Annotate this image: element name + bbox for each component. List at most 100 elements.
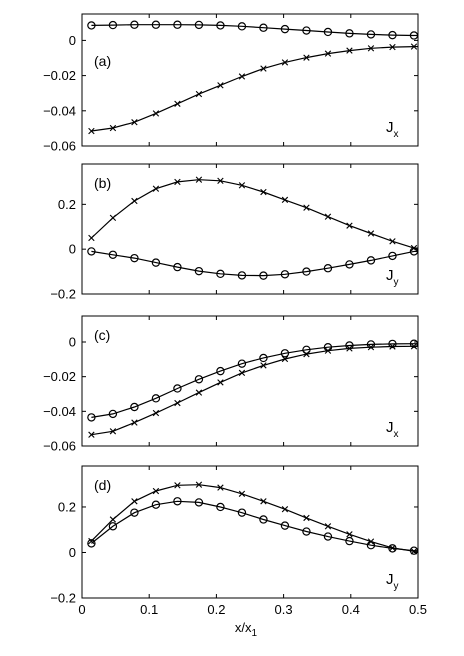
- data-point-circle: [409, 247, 419, 256]
- panel-d: −0.200.20 0.1 0.2 0.3 0.4 0.5x/x1(d)Jy: [50, 465, 427, 639]
- x-marker-stroke: [303, 514, 310, 522]
- data-point-circle: [108, 409, 118, 419]
- series-line-x: [91, 46, 415, 132]
- data-point-circle: [280, 24, 290, 34]
- data-point-circle: [173, 262, 182, 272]
- x-tick-label: 0.3: [275, 602, 293, 617]
- series-line-circle: [91, 24, 415, 37]
- data-point-x: [174, 178, 181, 186]
- x-marker-stroke: [109, 124, 117, 132]
- component-label-main: J: [386, 571, 394, 588]
- data-point-circle: [302, 527, 311, 536]
- y-tick-label: 0: [69, 242, 76, 257]
- x-marker-stroke: [303, 54, 310, 61]
- data-point-circle: [345, 260, 354, 269]
- data-point-circle: [302, 26, 311, 35]
- component-label-sub: y: [394, 581, 399, 592]
- x-tick-label: 0.5: [409, 602, 427, 617]
- data-point-x: [303, 350, 310, 358]
- data-point-x: [260, 362, 267, 369]
- data-point-circle: [323, 264, 333, 273]
- component-label: Jx: [386, 119, 399, 140]
- y-tick-label: −0.06: [43, 139, 76, 154]
- data-point-x: [238, 182, 246, 189]
- data-point-circle: [280, 349, 290, 358]
- plot-frame: [81, 315, 419, 447]
- data-point-x: [260, 498, 267, 505]
- panel-c: −0.06 −0.04 −0.02 0 (c) Jx: [43, 315, 419, 454]
- x-marker-stroke: [410, 548, 418, 555]
- x-marker-stroke: [410, 343, 418, 350]
- x-marker-stroke: [131, 419, 138, 426]
- data-point-x: [174, 100, 181, 107]
- data-point-circle: [323, 27, 333, 37]
- data-point-x: [131, 498, 138, 505]
- data-point-x: [346, 47, 353, 54]
- x-marker-stroke: [281, 59, 289, 66]
- x-tick-label: 0: [78, 602, 85, 617]
- x-marker-stroke: [195, 481, 203, 488]
- data-point-x: [238, 73, 246, 80]
- data-point-x: [303, 514, 310, 522]
- data-point-x: [238, 490, 246, 497]
- data-point-x: [410, 343, 418, 350]
- data-point-circle: [237, 271, 247, 280]
- data-point-circle: [345, 29, 354, 38]
- data-point-circle: [259, 353, 268, 363]
- data-point-x: [174, 482, 181, 489]
- data-point-circle: [388, 251, 397, 261]
- x-tick-label: 0.1: [140, 602, 158, 617]
- x-marker-stroke: [260, 498, 267, 505]
- plot-frame: [81, 163, 419, 295]
- data-point-circle: [280, 521, 290, 530]
- data-point-x: [389, 343, 396, 350]
- y-tick-label: −0.02: [43, 68, 76, 83]
- x-marker-stroke: [109, 516, 117, 523]
- x-marker-stroke: [281, 355, 289, 363]
- data-point-x: [131, 119, 138, 126]
- data-point-circle: [345, 536, 354, 546]
- data-point-x: [88, 537, 95, 545]
- data-point-circle: [259, 515, 268, 524]
- x-marker-stroke: [195, 176, 203, 183]
- x-marker-stroke: [238, 369, 246, 377]
- data-point-x: [260, 188, 267, 196]
- x-marker-stroke: [367, 230, 375, 237]
- data-point-circle: [87, 247, 96, 256]
- y-tick-label: −0.04: [43, 103, 76, 118]
- component-label: Jy: [386, 267, 399, 288]
- series-line-circle: [91, 500, 415, 552]
- panel-label: (c): [94, 327, 110, 343]
- x-marker-stroke: [324, 50, 332, 57]
- x-marker-stroke: [174, 100, 181, 107]
- x-marker-stroke: [195, 90, 203, 98]
- series-line-circle: [91, 343, 415, 418]
- x-marker-stroke: [217, 379, 224, 386]
- series-line-circle: [91, 250, 415, 277]
- data-point-x: [281, 59, 289, 66]
- series-line-x: [90, 484, 415, 552]
- data-point-x: [88, 431, 95, 438]
- y-tick-label: −0.02: [43, 369, 76, 384]
- x-marker-stroke: [303, 204, 310, 211]
- component-label-main: J: [386, 119, 394, 136]
- panel-label: (b): [94, 175, 111, 191]
- data-point-circle: [237, 22, 247, 31]
- data-point-circle: [237, 359, 247, 368]
- data-point-circle: [173, 497, 182, 506]
- x-marker-stroke: [88, 431, 95, 438]
- series-line-x: [91, 345, 415, 436]
- data-point-circle: [130, 20, 139, 29]
- component-label-sub: x: [394, 429, 399, 440]
- data-point-circle: [87, 21, 96, 30]
- data-point-x: [346, 222, 353, 229]
- plot-frame: [81, 465, 419, 599]
- y-tick-label: −0.06: [43, 439, 76, 454]
- data-point-circle: [130, 508, 139, 517]
- panel-label: (d): [94, 477, 111, 493]
- panel-label: (a): [94, 53, 111, 69]
- y-tick-label: 0.2: [58, 197, 76, 212]
- x-marker-stroke: [389, 43, 396, 51]
- x-marker-stroke: [260, 65, 267, 72]
- data-point-circle: [259, 271, 268, 280]
